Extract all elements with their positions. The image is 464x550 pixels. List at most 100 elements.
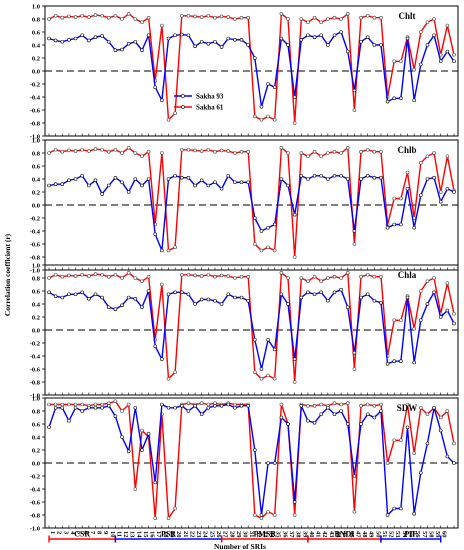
data-point — [312, 403, 317, 408]
y-tick-label: -1.0 — [30, 525, 40, 532]
y-tick-label: 0.4 — [32, 434, 41, 441]
panel-sdw: 1.0 0.8 0.6 0.4 0.2 0.0 -0.2 -0.4 -0.6 -0.8 -1.0 SD… — [30, 395, 459, 532]
data-point — [206, 405, 211, 410]
data-point — [186, 272, 191, 277]
data-point — [359, 274, 363, 279]
data-point — [452, 59, 456, 64]
y-tick-label: 0.4 — [32, 42, 41, 49]
x-tick-label: 29 — [235, 531, 242, 538]
data-point — [173, 173, 177, 178]
data-point — [432, 33, 436, 38]
data-point — [120, 435, 124, 439]
data-point — [226, 402, 231, 407]
data-point — [193, 44, 197, 49]
data-point — [399, 506, 403, 511]
y-tick-label: -0.4 — [30, 353, 41, 360]
data-point — [47, 276, 51, 280]
y-tick-label: -0.2 — [30, 340, 40, 347]
data-point — [405, 295, 410, 300]
data-point — [405, 170, 410, 175]
data-point — [100, 34, 104, 38]
data-point — [106, 39, 111, 44]
x-tick-label: 28 — [228, 531, 235, 538]
data-point — [259, 229, 264, 233]
data-point — [272, 513, 277, 517]
data-point — [272, 222, 277, 227]
data-point — [279, 36, 284, 41]
x-tick-label: 36 — [281, 531, 288, 538]
data-point — [126, 402, 131, 407]
data-point — [113, 147, 118, 152]
data-point — [419, 62, 423, 67]
data-point — [332, 173, 337, 178]
data-point — [345, 422, 350, 426]
data-point — [306, 279, 310, 284]
data-point — [392, 59, 397, 64]
data-point — [233, 180, 237, 185]
data-point — [405, 36, 410, 41]
x-tick-label: 25 — [208, 531, 215, 538]
x-tick-label: 4 — [69, 531, 76, 535]
data-point — [445, 154, 450, 159]
data-point — [67, 418, 71, 423]
data-point — [60, 402, 65, 407]
data-point — [133, 487, 138, 491]
y-tick-label: 0.2 — [32, 447, 40, 454]
data-point — [279, 292, 284, 297]
x-tick-label: 18 — [162, 531, 169, 538]
data-point — [133, 296, 138, 301]
data-point — [67, 148, 71, 153]
y-tick-label: 0.0 — [32, 202, 40, 209]
data-point — [80, 147, 84, 152]
data-point — [239, 149, 244, 154]
data-point — [259, 104, 264, 109]
x-tick-label: 12 — [122, 531, 129, 538]
data-point — [246, 274, 250, 279]
data-point — [359, 177, 363, 181]
x-tick-label: 10 — [109, 531, 116, 538]
data-point — [93, 178, 98, 183]
data-point — [339, 402, 343, 407]
group-label-psr: PSR — [161, 530, 176, 539]
data-point — [106, 305, 111, 310]
data-point — [272, 117, 277, 122]
data-point — [372, 274, 377, 279]
series-line-sakha-61 — [49, 400, 455, 521]
data-point — [193, 148, 197, 153]
data-point — [179, 403, 184, 408]
data-point — [266, 337, 270, 342]
data-point — [106, 183, 111, 188]
y-tick-label: -0.2 — [30, 215, 40, 222]
group-label-csr: CSR — [74, 530, 90, 539]
data-point — [438, 428, 443, 433]
data-point — [219, 302, 224, 306]
data-point — [372, 175, 377, 180]
data-point — [120, 303, 124, 308]
y-tick-label: -0.6 — [30, 241, 41, 248]
x-tick-label: 3 — [62, 531, 69, 535]
x-tick-label: 15 — [142, 531, 149, 538]
data-point — [339, 173, 343, 178]
data-point — [80, 290, 84, 295]
data-point — [100, 295, 104, 300]
data-point — [399, 359, 403, 364]
data-point — [213, 403, 217, 408]
data-point — [332, 33, 337, 38]
data-point — [166, 376, 171, 381]
data-point — [73, 149, 78, 153]
data-point — [246, 149, 250, 154]
data-point — [379, 43, 383, 47]
data-point — [299, 37, 304, 42]
data-point — [292, 357, 297, 362]
data-point — [306, 20, 310, 25]
data-point — [80, 272, 84, 277]
y-tick-label: 0.2 — [32, 189, 40, 196]
data-point — [432, 276, 436, 280]
data-point — [73, 177, 78, 181]
data-point — [319, 290, 324, 295]
data-point — [392, 222, 397, 227]
data-point — [292, 255, 297, 259]
data-point — [319, 33, 324, 38]
data-point — [120, 409, 124, 413]
data-point — [153, 480, 158, 485]
